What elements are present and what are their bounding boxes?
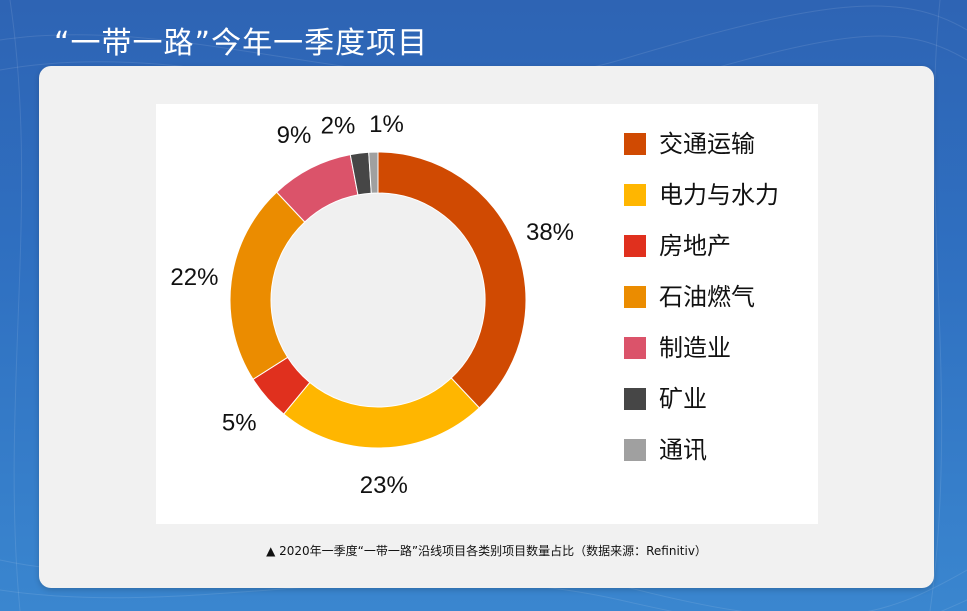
legend-label: 电力与水力 — [659, 181, 779, 209]
data-label-4: 9% — [277, 122, 312, 149]
legend-label: 矿业 — [659, 385, 707, 413]
data-label-0: 38% — [526, 219, 574, 246]
legend-swatch — [624, 235, 646, 257]
legend-swatch — [624, 286, 646, 308]
legend-swatch — [624, 439, 646, 461]
donut-slice-6 — [368, 151, 379, 194]
chart-caption: ▲ 2020年一季度“一带一路”沿线项目各类别项目数量占比（数据来源：Refin… — [266, 544, 707, 558]
legend-swatch — [624, 337, 646, 359]
data-label-3: 22% — [170, 264, 218, 291]
data-label-5: 2% — [321, 112, 356, 139]
legend-label: 制造业 — [659, 334, 731, 362]
legend-label: 石油燃气 — [659, 283, 755, 311]
legend-swatch — [624, 133, 646, 155]
legend-swatch — [624, 184, 646, 206]
slide-title: “一带一路”今年一季度项目 — [54, 26, 429, 61]
data-label-1: 23% — [360, 472, 408, 499]
donut-chart: 38% 23% 5% 22% 9% 2% 1% — [170, 111, 574, 499]
legend-label: 交通运输 — [659, 130, 755, 158]
legend-label: 通讯 — [659, 436, 707, 464]
chart-panel: 38% 23% 5% 22% 9% 2% 1% 交通运输电力与水力房地产石油燃气制造业矿业通… — [156, 104, 818, 524]
legend-label: 房地产 — [659, 232, 731, 260]
donut-slice-0 — [377, 151, 527, 409]
data-label-6: 1% — [369, 111, 404, 138]
content-card: 38% 23% 5% 22% 9% 2% 1% 交通运输电力与水力房地产石油燃气制造业矿业通… — [39, 66, 934, 588]
donut-hole — [271, 193, 485, 407]
legend-swatch — [624, 388, 646, 410]
data-label-2: 5% — [222, 409, 257, 436]
